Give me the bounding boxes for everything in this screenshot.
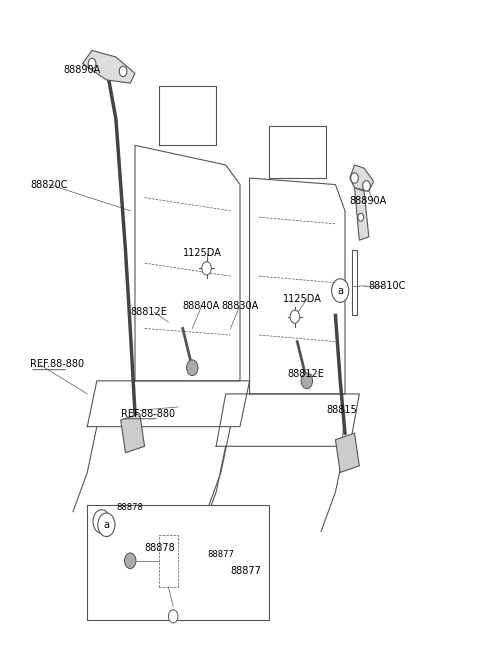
Text: 88878: 88878 [117, 503, 144, 512]
Circle shape [351, 173, 359, 183]
Circle shape [332, 279, 349, 302]
Text: 1125DA: 1125DA [183, 248, 222, 258]
Circle shape [168, 610, 178, 623]
Polygon shape [83, 51, 135, 83]
Polygon shape [350, 165, 373, 191]
Text: 88877: 88877 [230, 566, 261, 576]
Text: 88812E: 88812E [130, 307, 167, 317]
Circle shape [187, 360, 198, 376]
Circle shape [290, 310, 300, 323]
Circle shape [93, 510, 110, 533]
Text: a: a [99, 517, 104, 526]
Polygon shape [336, 433, 360, 472]
Text: 88890A: 88890A [350, 196, 387, 206]
Text: 88810C: 88810C [369, 281, 406, 291]
Circle shape [88, 58, 96, 69]
Text: REF.88-880: REF.88-880 [30, 359, 84, 369]
Text: 88877: 88877 [207, 550, 234, 558]
Circle shape [202, 261, 211, 275]
Text: REF.88-880: REF.88-880 [120, 409, 175, 419]
Text: a: a [103, 520, 109, 530]
Text: 88820C: 88820C [30, 179, 68, 190]
Circle shape [98, 513, 115, 537]
Circle shape [358, 214, 364, 221]
Text: 1125DA: 1125DA [283, 294, 322, 304]
Text: 88878: 88878 [144, 543, 175, 553]
Circle shape [363, 181, 370, 191]
Circle shape [301, 373, 312, 389]
Text: 88890A: 88890A [63, 65, 101, 75]
Circle shape [119, 66, 127, 77]
Bar [87, 505, 269, 620]
Text: 88812E: 88812E [288, 369, 324, 379]
Text: a: a [337, 286, 343, 296]
Polygon shape [355, 188, 369, 240]
Text: 88830A: 88830A [221, 301, 258, 311]
Circle shape [124, 553, 136, 568]
Text: 88840A: 88840A [183, 301, 220, 311]
Text: 88815: 88815 [326, 405, 357, 415]
Polygon shape [120, 413, 144, 453]
